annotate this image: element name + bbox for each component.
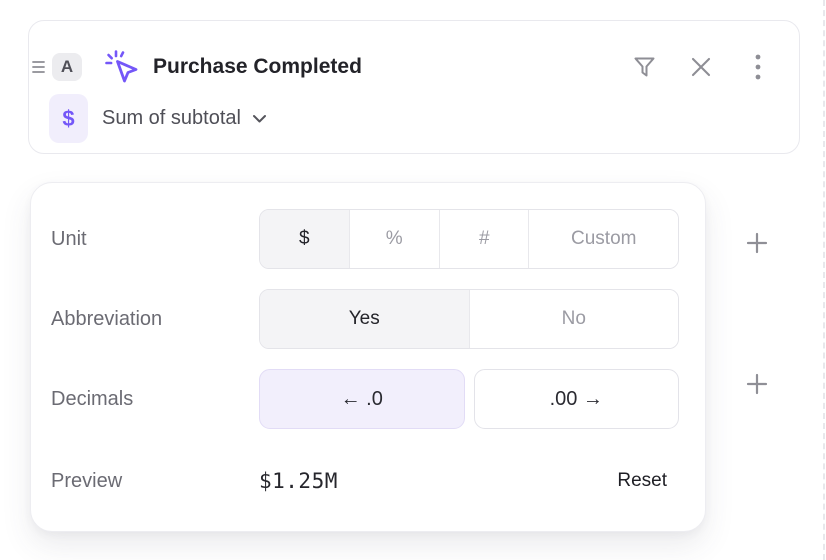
- number-format-popover: Unit $ % # Custom Abbreviation Yes No De…: [30, 182, 706, 532]
- decimals-controls: ← .0 .00 →: [259, 369, 679, 429]
- abbreviation-label: Abbreviation: [51, 307, 163, 330]
- adjacent-card-dashed-edge: [823, 0, 825, 560]
- close-icon[interactable]: [688, 54, 714, 80]
- abbreviation-option-no[interactable]: No: [468, 290, 678, 348]
- add-event-button[interactable]: [743, 370, 771, 398]
- measurement-row: $ Sum of subtotal: [49, 94, 269, 143]
- plus-icon: [745, 231, 769, 255]
- add-filter-button[interactable]: [743, 229, 771, 257]
- preview-row: Preview $1.25M Reset: [51, 451, 679, 511]
- unit-option-dollar[interactable]: $: [260, 210, 349, 268]
- decimals-row: Decimals ← .0 .00 →: [51, 369, 679, 429]
- filter-funnel-icon[interactable]: [631, 54, 657, 80]
- abbreviation-segmented-control: Yes No: [259, 289, 679, 349]
- preview-label: Preview: [51, 469, 123, 492]
- unit-segmented-control: $ % # Custom: [259, 209, 679, 269]
- reset-button[interactable]: Reset: [617, 470, 667, 491]
- event-card-header: A Purchase Completed: [32, 47, 771, 87]
- abbreviation-row: Abbreviation Yes No: [51, 289, 679, 349]
- decimals-label: Decimals: [51, 387, 134, 410]
- unit-row: Unit $ % # Custom: [51, 209, 679, 269]
- increase-decimals-button[interactable]: .00 →: [473, 369, 679, 429]
- decrease-decimals-button[interactable]: ← .0: [259, 369, 465, 429]
- abbreviation-option-yes[interactable]: Yes: [260, 290, 469, 348]
- unit-label: Unit: [51, 227, 87, 250]
- preview-value: $1.25M: [259, 469, 338, 493]
- plus-icon: [745, 372, 769, 396]
- click-event-icon: [104, 48, 140, 86]
- chevron-down-icon[interactable]: [251, 110, 269, 128]
- event-card: A Purchase Completed $ Sum of: [28, 20, 800, 154]
- unit-option-number[interactable]: #: [438, 210, 529, 268]
- kebab-menu-icon[interactable]: [745, 54, 771, 80]
- measurement-label[interactable]: Sum of subtotal: [102, 107, 241, 129]
- drag-handle-icon[interactable]: [32, 58, 46, 76]
- dollar-icon: $: [49, 94, 88, 143]
- unit-option-percent[interactable]: %: [348, 210, 439, 268]
- unit-option-custom[interactable]: Custom: [528, 210, 678, 268]
- event-title[interactable]: Purchase Completed: [153, 55, 362, 78]
- event-letter-badge: A: [52, 53, 82, 81]
